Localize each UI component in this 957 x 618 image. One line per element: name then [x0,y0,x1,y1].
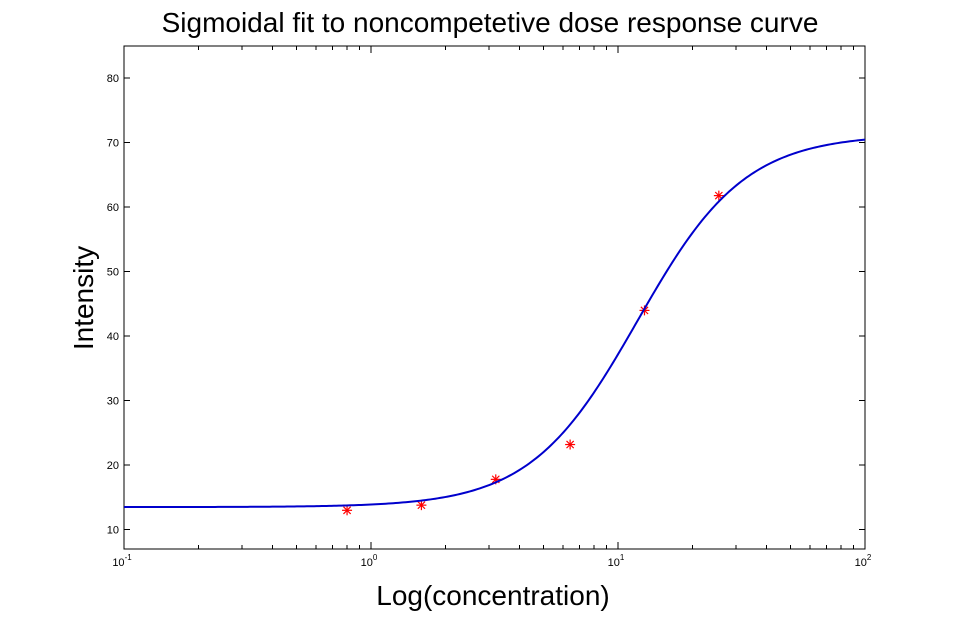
axes-box [123,45,866,550]
fit-curve [124,138,866,509]
y-tick-label: 40 [107,331,119,343]
x-tick-label: 10-1 [112,553,132,569]
y-tick-label: 60 [107,202,119,214]
data-point [565,439,576,450]
x-axis-label: Log(concentration) [376,580,609,611]
y-tick-label: 20 [107,460,119,472]
y-tick-label: 10 [107,525,119,537]
x-tick-exponent: -1 [125,553,133,562]
x-tick-label: 101 [608,553,625,569]
y-tick-label: 70 [107,138,119,150]
x-tick-label: 102 [855,553,872,569]
y-tick-label: 30 [107,396,119,408]
y-tick-label: 50 [107,267,119,279]
x-tick-exponent: 0 [373,553,378,562]
data-point [342,505,353,516]
x-tick-label: 100 [361,553,378,569]
data-point [416,500,427,511]
x-tick-exponent: 2 [867,553,872,562]
y-tick-label: 80 [107,73,119,85]
y-axis-label: Intensity [68,246,99,350]
x-tick-exponent: 1 [620,553,625,562]
chart-title: Sigmoidal fit to noncompetetive dose res… [162,7,819,38]
